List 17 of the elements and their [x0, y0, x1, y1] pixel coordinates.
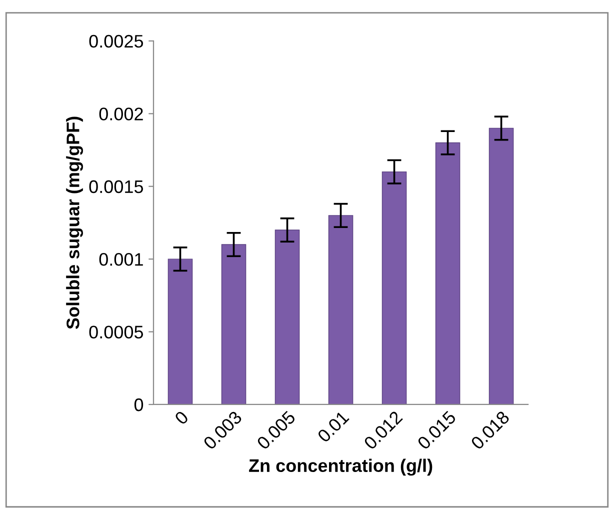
y-tick-label: 0.002 — [99, 108, 143, 120]
x-tick-label: 0.01 — [316, 410, 350, 444]
bar — [168, 258, 193, 404]
bar — [221, 244, 246, 404]
y-tick-label: 0.0015 — [89, 180, 144, 194]
y-axis-title: Soluble suguar (mg/gPF) — [66, 116, 84, 330]
bar — [274, 230, 300, 404]
bar — [382, 171, 407, 404]
bar — [488, 128, 514, 404]
y-tick-label: 0 — [134, 398, 144, 412]
bar — [328, 215, 354, 404]
y-tick-label: 0.0005 — [89, 326, 144, 338]
x-tick-label: 0 — [174, 410, 190, 426]
y-tick-label: 0.001 — [99, 253, 143, 266]
y-tick-label: 0.0025 — [89, 34, 144, 48]
x-axis-title: Zn concentration (g/l) — [249, 458, 432, 476]
bar — [435, 142, 460, 404]
